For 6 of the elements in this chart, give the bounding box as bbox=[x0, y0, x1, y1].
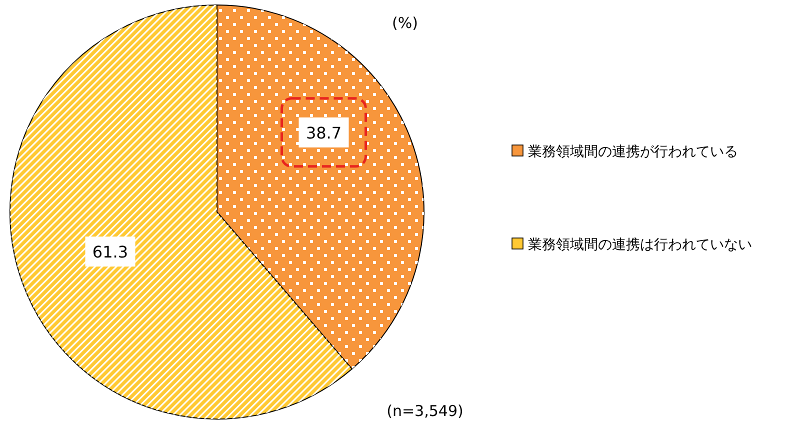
data-label: 61.3 bbox=[92, 242, 128, 262]
data-label: 38.7 bbox=[306, 123, 342, 142]
text: (%) bbox=[392, 14, 418, 32]
legend-label: 業務領域間の連携は行われていない bbox=[528, 237, 752, 253]
legend-label: 業務領域間の連携が行われている bbox=[528, 144, 738, 160]
text: (n=3,549) bbox=[386, 402, 464, 420]
